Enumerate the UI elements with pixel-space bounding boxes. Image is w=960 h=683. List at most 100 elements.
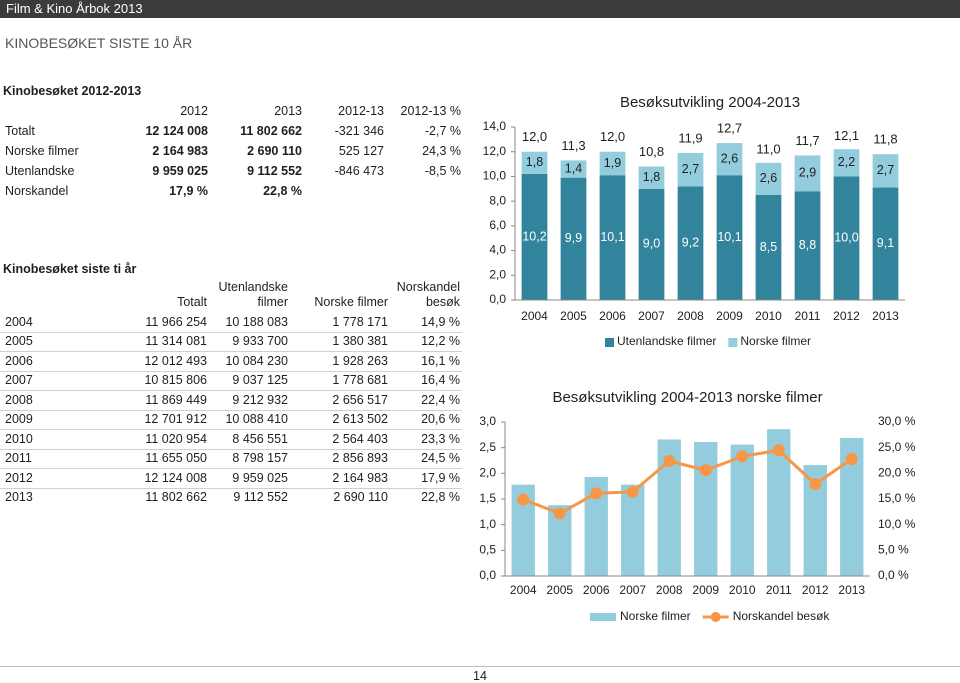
- x-tick-label: 2007: [619, 583, 646, 597]
- total-label: 11,3: [561, 138, 585, 153]
- row-divider: [0, 370, 462, 372]
- cell: 10 088 410: [225, 412, 288, 426]
- cell: 22,4 %: [421, 392, 460, 407]
- data-label: 1,9: [604, 156, 621, 170]
- data-label: 10,0: [834, 231, 858, 245]
- y2-tick-label: 10,0 %: [878, 517, 916, 531]
- row-divider: [0, 351, 462, 352]
- header-bar: [0, 0, 960, 18]
- x-tick-label: 2006: [583, 583, 610, 597]
- bar: [548, 505, 572, 576]
- cell: -8,5 %: [424, 164, 461, 178]
- bar: [521, 151, 548, 174]
- line-marker: [809, 478, 822, 491]
- cell: 12 124 008: [144, 470, 207, 485]
- cell: 11 020 954: [145, 431, 207, 446]
- chart-title: Besøksutvikling 2004-2013: [620, 94, 800, 111]
- legend-label: Norskandel besøk: [733, 609, 831, 623]
- bar: [767, 429, 791, 576]
- legend-swatch: [605, 338, 614, 347]
- table-title: Kinobesøket 2012-2013: [3, 84, 142, 98]
- x-tick-label: 2005: [546, 583, 573, 597]
- cell: 12 012 493: [144, 353, 207, 368]
- cell: 8 456 551: [232, 431, 288, 446]
- cell: 17,9 %: [169, 184, 208, 198]
- y2-tick-label: 5,0 %: [878, 543, 909, 557]
- cell: 24,5 %: [421, 451, 460, 465]
- row-label: Totalt: [5, 124, 35, 138]
- bar: [638, 188, 665, 300]
- data-label: 9,1: [877, 236, 894, 250]
- data-label: 8,5: [760, 240, 777, 254]
- y-tick-label: 1,5: [479, 491, 496, 505]
- table-title: Kinobesøket siste ti år: [3, 262, 137, 276]
- x-tick-label: 2013: [872, 309, 899, 323]
- x-tick-label: 2011: [795, 309, 821, 323]
- bar: [833, 149, 860, 177]
- cell: 2 690 110: [247, 144, 302, 158]
- x-tick-label: 2011: [766, 583, 792, 597]
- bar: [621, 484, 645, 576]
- bar: [560, 160, 587, 178]
- cell: 9 037 125: [232, 373, 288, 387]
- column-header: 2012: [180, 104, 208, 118]
- header-title: Film & Kino Årbok 2013: [6, 1, 143, 16]
- legend-label: Norske filmer: [620, 609, 691, 623]
- row-label: 2007: [5, 373, 33, 387]
- line-marker: [663, 455, 676, 468]
- data-label: 2,6: [721, 151, 738, 165]
- cell: 2 164 983: [332, 470, 388, 485]
- row-label: 2010: [5, 431, 33, 446]
- row-label: 2009: [5, 412, 33, 426]
- row-label: 2004: [5, 314, 33, 329]
- cell: 9 959 025: [152, 164, 208, 178]
- row-label: 2008: [5, 392, 33, 407]
- data-label: 9,2: [682, 235, 699, 249]
- line-marker: [736, 450, 749, 463]
- bar: [716, 175, 743, 300]
- line-marker: [517, 493, 530, 506]
- legend-label: Utenlandske filmer: [617, 334, 716, 348]
- cell: 11 966 254: [145, 314, 207, 329]
- data-label: 2,2: [838, 155, 855, 169]
- cell: 9 933 700: [232, 334, 288, 348]
- y-tick-label: 2,5: [479, 440, 496, 454]
- cell: 9 212 932: [232, 392, 288, 407]
- y-tick-label: 0,5: [479, 543, 496, 557]
- cell: 2 690 110: [333, 490, 388, 504]
- cell: 10 815 806: [144, 373, 207, 387]
- bar: [694, 442, 718, 576]
- y-tick-label: 14,0: [483, 119, 507, 133]
- line-marker: [772, 444, 785, 457]
- cell: 2 564 403: [332, 431, 388, 446]
- bar: [716, 143, 743, 176]
- bar: [677, 186, 704, 300]
- x-tick-label: 2005: [560, 309, 587, 323]
- bar: [638, 166, 665, 189]
- x-tick-label: 2010: [755, 309, 782, 323]
- cell: 12,2 %: [421, 334, 460, 348]
- cell: 24,3 %: [422, 144, 461, 158]
- legend-swatch: [728, 338, 738, 347]
- cell: 1 778 171: [332, 314, 388, 329]
- data-label: 1,8: [643, 170, 660, 184]
- row-label: 2005: [5, 334, 33, 348]
- x-tick-label: 2004: [521, 309, 548, 323]
- y2-tick-label: 20,0 %: [878, 466, 916, 480]
- bar: [677, 152, 704, 187]
- line-marker: [845, 452, 858, 465]
- y-tick-label: 8,0: [489, 193, 506, 207]
- cell: 2 656 517: [332, 392, 388, 407]
- bar: [794, 191, 821, 300]
- line-marker: [590, 487, 603, 500]
- cell: 2 164 983: [152, 144, 208, 158]
- row-label: 2006: [5, 353, 33, 368]
- bar: [840, 437, 864, 576]
- cell: 11 655 050: [145, 451, 207, 465]
- cell: 9 112 552: [233, 490, 288, 504]
- cell: 16,1 %: [421, 353, 460, 368]
- x-tick-label: 2012: [833, 309, 860, 323]
- x-tick-label: 2010: [729, 583, 756, 597]
